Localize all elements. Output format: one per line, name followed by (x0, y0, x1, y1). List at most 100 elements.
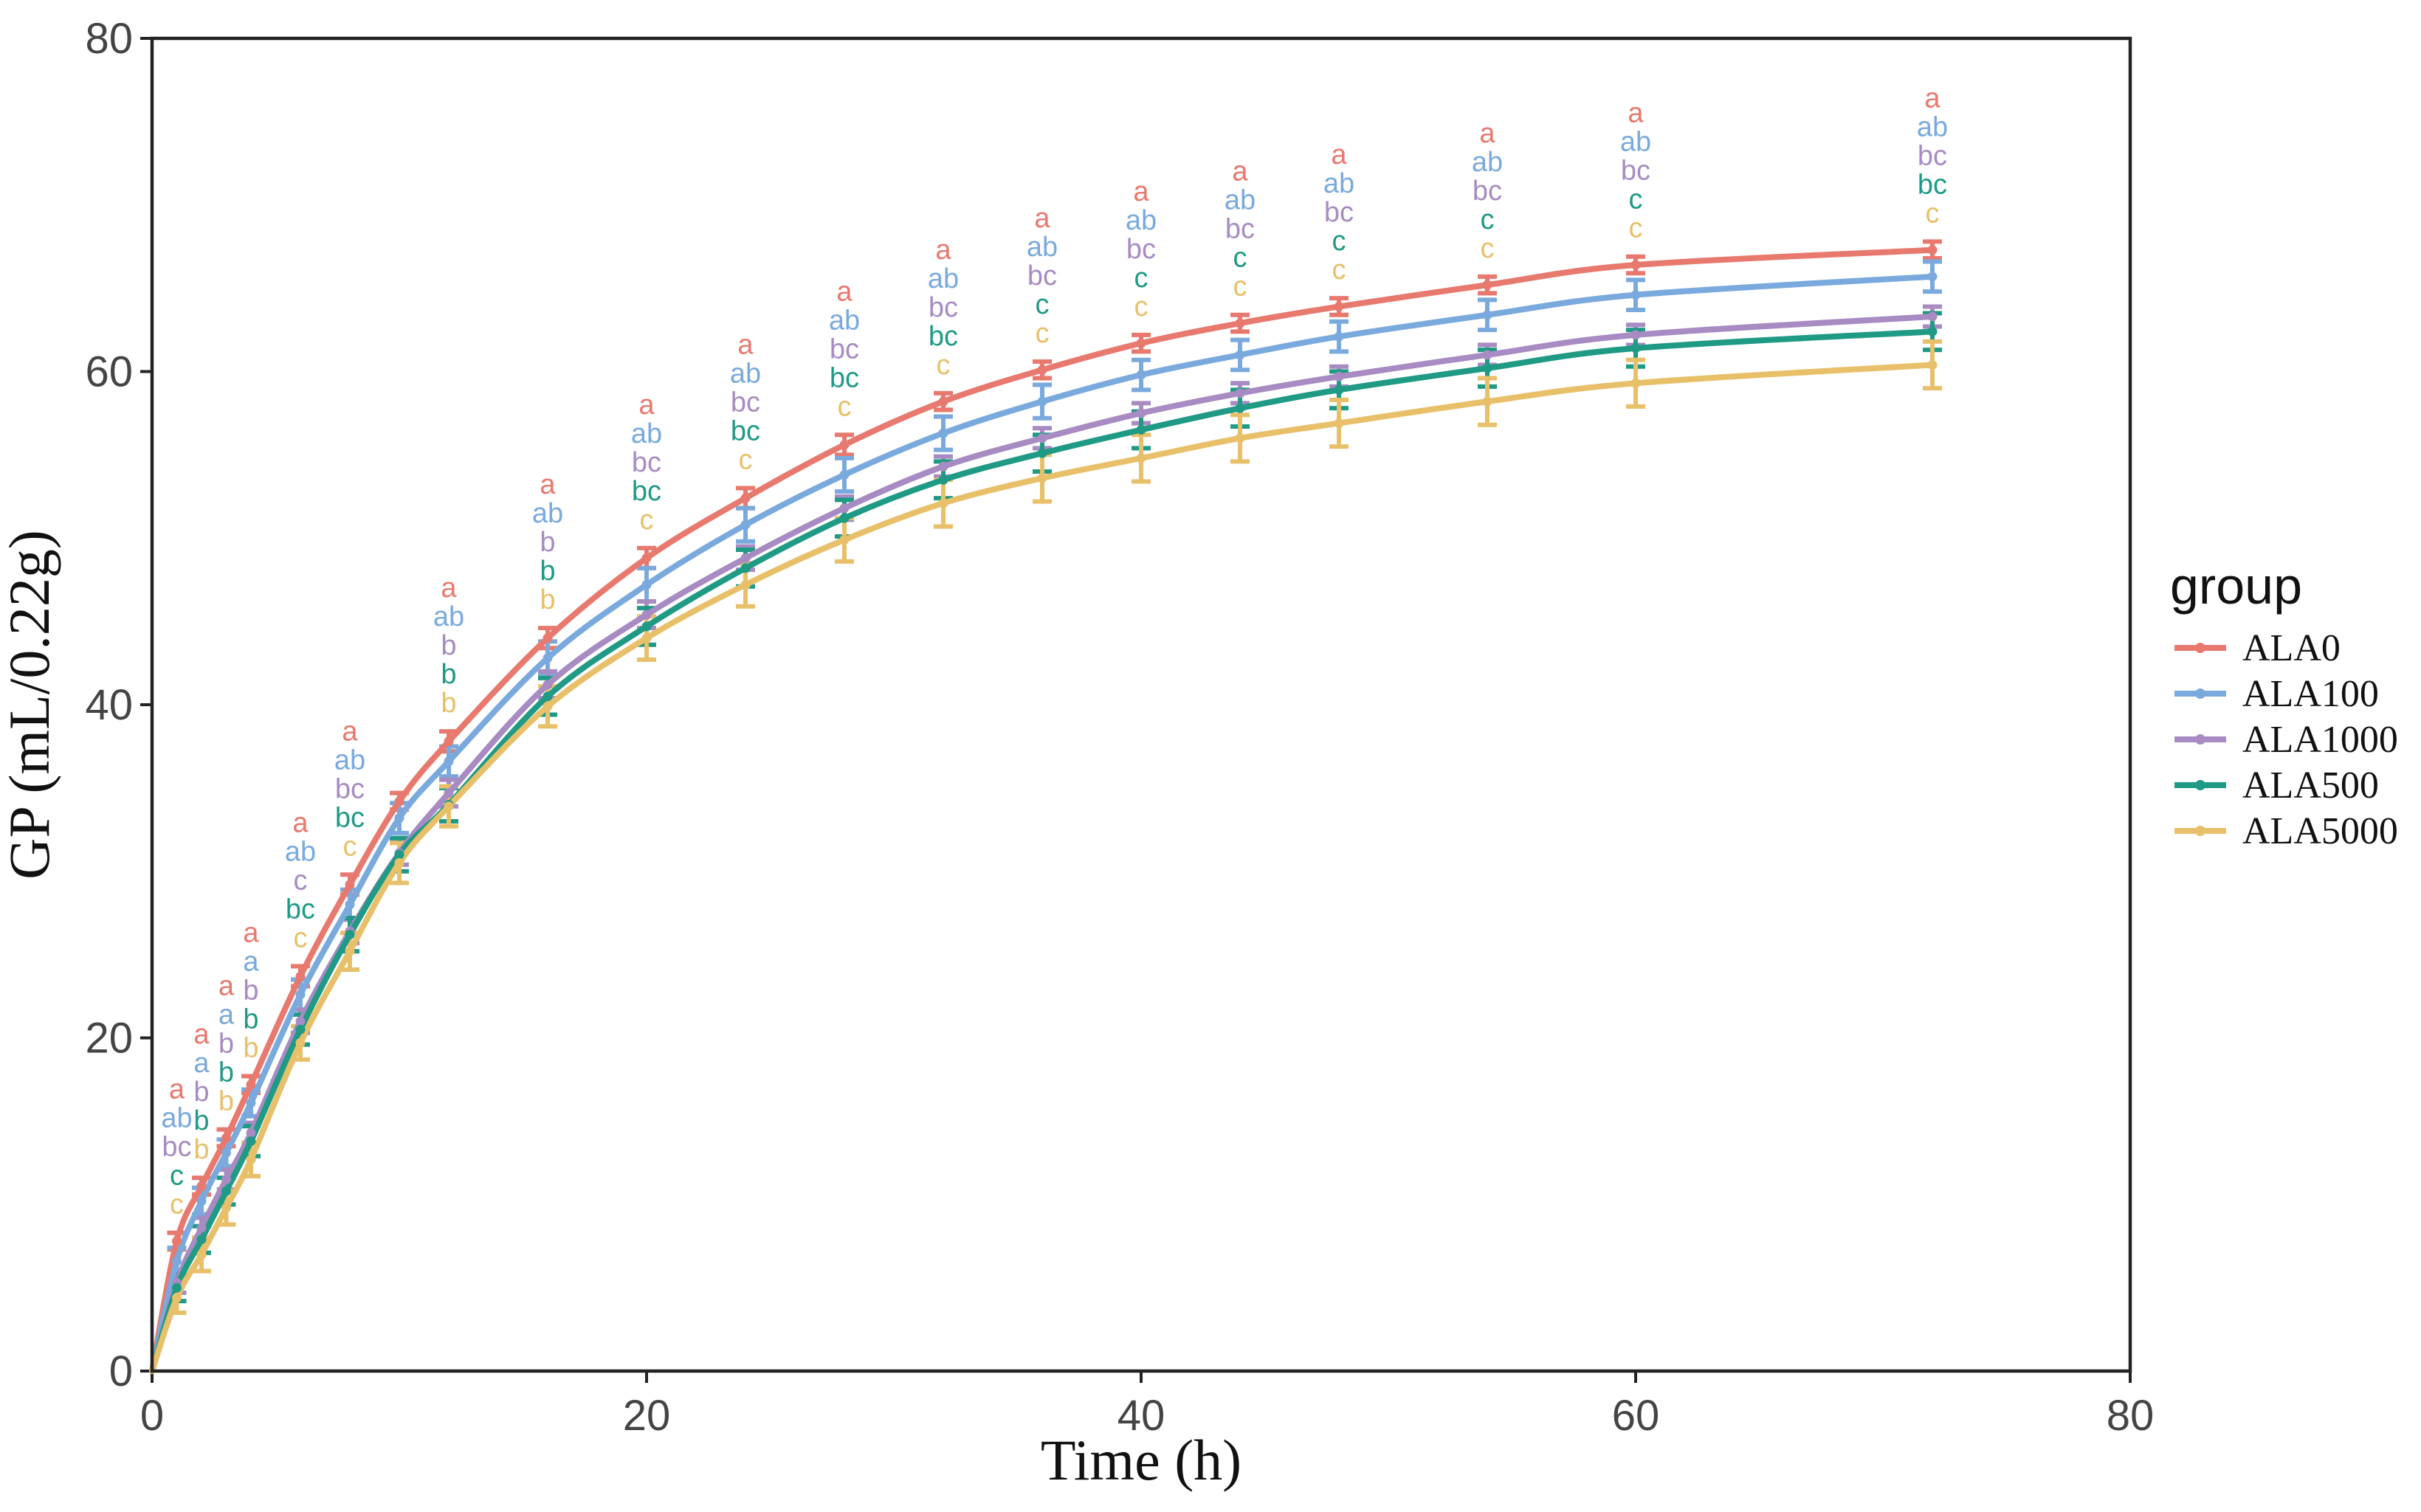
data-point (1630, 260, 1641, 270)
significance-label-ala500: bc (731, 416, 760, 447)
significance-label-ala5000: b (243, 1032, 258, 1063)
significance-label-ala0: a (218, 971, 235, 1002)
significance-label-ala500: bc (929, 321, 958, 352)
significance-label-ala0: a (737, 330, 754, 361)
data-point (1927, 326, 1938, 336)
significance-label-ala5000: b (218, 1086, 234, 1117)
significance-label-ala500: b (218, 1057, 234, 1088)
significance-label-ala0: a (1628, 98, 1644, 129)
data-point (1482, 350, 1492, 360)
significance-label-ala1000: bc (1225, 214, 1255, 245)
data-point (1235, 388, 1245, 398)
y-tick-label: 40 (85, 681, 133, 729)
legend-key-point (2195, 826, 2205, 836)
data-point (839, 440, 850, 450)
series-line-ala5000 (149, 362, 1935, 1374)
x-tick-label: 40 (1117, 1392, 1165, 1440)
significance-label-ala100: ab (730, 359, 761, 390)
significance-label-ala500: bc (632, 476, 661, 507)
data-point (543, 691, 553, 702)
legend-title: group (2170, 557, 2302, 615)
significance-label-ala100: ab (1472, 147, 1503, 178)
data-point (1037, 433, 1047, 443)
data-point (1927, 311, 1938, 322)
x-tick-label: 20 (623, 1392, 671, 1440)
data-point (938, 461, 948, 472)
data-point (1482, 310, 1492, 320)
significance-label-ala1000: b (243, 975, 258, 1006)
data-point (641, 579, 652, 590)
data-point (246, 1136, 256, 1146)
significance-label-ala5000: c (640, 505, 654, 536)
significance-label-ala5000: c (1233, 272, 1247, 303)
significance-label-ala0: a (441, 573, 457, 604)
data-point (221, 1174, 231, 1184)
legend-label-ala500: ALA500 (2242, 764, 2379, 807)
significance-label-ala0: a (1479, 118, 1495, 149)
y-tick-label: 60 (85, 348, 133, 396)
data-point (1927, 245, 1938, 255)
data-point (1037, 396, 1047, 407)
legend-key-point (2195, 734, 2205, 745)
significance-label-ala1000: bc (1473, 176, 1502, 207)
significance-label-ala500: b (441, 659, 456, 690)
significance-label-ala100: ab (1225, 185, 1256, 216)
significance-label-ala100: ab (532, 498, 563, 529)
significance-label-ala100: ab (433, 601, 464, 632)
data-point (394, 813, 404, 824)
significance-label-ala500: c (1036, 289, 1050, 320)
significance-label-ala1000: b (218, 1029, 234, 1060)
significance-label-ala100: ab (1126, 205, 1157, 236)
data-point (1334, 301, 1344, 311)
data-point (1482, 280, 1492, 290)
significance-label-ala100: ab (1620, 127, 1651, 158)
points-ala0 (172, 245, 1938, 1246)
data-point (345, 930, 355, 940)
significance-label-ala100: ab (1917, 111, 1948, 142)
significance-label-ala100: ab (1323, 168, 1354, 199)
data-point (740, 553, 751, 563)
data-point (394, 796, 404, 807)
data-point (1334, 384, 1344, 395)
significance-label-ala500: c (1134, 263, 1148, 294)
x-tick-label: 60 (1612, 1392, 1660, 1440)
significance-label-ala0: a (193, 1019, 210, 1050)
data-point (740, 579, 751, 590)
significance-label-ala5000: c (1134, 291, 1148, 322)
significance-label-ala5000: b (441, 688, 456, 719)
data-point (295, 1024, 306, 1035)
significance-label-ala500: c (170, 1161, 184, 1192)
data-point (938, 428, 948, 438)
significance-label-ala0: a (243, 917, 259, 948)
data-point (444, 801, 454, 812)
data-point (1927, 272, 1938, 282)
data-point (172, 1256, 182, 1266)
data-point (345, 946, 355, 956)
data-point (1482, 396, 1492, 407)
significance-label-ala0: a (836, 276, 853, 307)
data-point (1136, 338, 1146, 348)
legend-label-ala0: ALA0 (2242, 627, 2341, 669)
y-tick-label: 0 (109, 1347, 133, 1395)
data-point (1235, 403, 1245, 413)
legend-label-ala1000: ALA1000 (2242, 719, 2398, 761)
series-line-ala500 (149, 328, 1935, 1374)
data-point (196, 1223, 207, 1233)
significance-label-ala5000: b (540, 584, 555, 615)
significance-label-ala500: bc (286, 894, 315, 925)
data-point (543, 653, 553, 663)
data-point (1334, 371, 1344, 382)
significance-label-ala500: b (540, 556, 555, 587)
data-point (839, 503, 850, 514)
significance-label-ala5000: c (343, 831, 357, 862)
data-point (641, 621, 652, 632)
data-point (295, 971, 306, 981)
data-point (196, 1181, 207, 1191)
data-point (394, 849, 404, 860)
x-tick-label: 0 (140, 1392, 164, 1440)
data-point (1235, 350, 1245, 360)
data-point (543, 680, 553, 690)
significance-label-ala100: a (218, 1000, 235, 1031)
significance-label-ala5000: c (1332, 255, 1346, 286)
data-point (172, 1283, 182, 1293)
